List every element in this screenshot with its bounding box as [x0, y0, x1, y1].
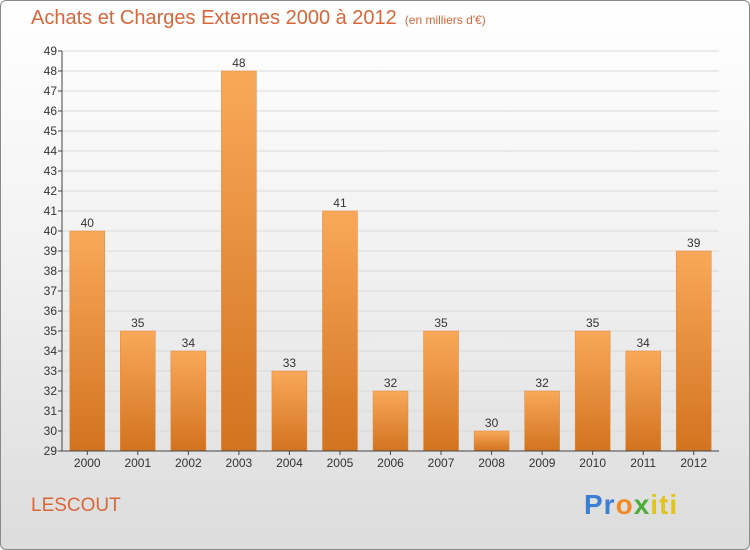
x-tick-label: 2008	[478, 456, 505, 470]
y-tick-label: 33	[44, 364, 58, 378]
x-tick-label: 2012	[680, 456, 707, 470]
x-tick-label: 2003	[226, 456, 253, 470]
y-tick-label: 41	[44, 204, 58, 218]
proxiti-logo: Proxiti	[584, 489, 678, 521]
bar-2010	[574, 330, 611, 452]
x-tick-label: 2000	[74, 456, 101, 470]
x-tick-label: 2004	[276, 456, 303, 470]
bar-2008	[473, 430, 510, 452]
bar-2009	[524, 390, 560, 452]
chart-subtitle: (en milliers d'€)	[404, 13, 486, 27]
bar-2012	[675, 250, 712, 452]
y-tick-label: 30	[44, 424, 58, 438]
y-tick-label: 42	[44, 184, 58, 198]
bar-value-label: 34	[637, 336, 651, 350]
bar-2004	[271, 370, 308, 452]
y-tick-label: 43	[44, 164, 58, 178]
x-tick-label: 2011	[630, 456, 656, 470]
logo-part-2: o	[615, 489, 634, 520]
bar-value-label: 41	[333, 196, 347, 210]
bar-value-label: 32	[384, 376, 398, 390]
x-tick-label: 2001	[124, 456, 151, 470]
y-tick-label: 39	[44, 244, 58, 258]
bar-value-label: 35	[434, 316, 448, 330]
x-tick-label: 2010	[579, 456, 606, 470]
logo-part-1: Pr	[584, 489, 616, 520]
bar-value-label: 39	[687, 236, 701, 250]
bar-2003	[221, 70, 257, 452]
bar-value-label: 30	[485, 416, 499, 430]
town-name: LESCOUT	[31, 495, 121, 516]
y-tick-label: 37	[44, 284, 58, 298]
bar-2002	[170, 350, 207, 452]
y-tick-label: 36	[44, 304, 58, 318]
bar-2001	[120, 330, 156, 452]
bar-value-label: 32	[535, 376, 549, 390]
x-tick-label: 2002	[175, 456, 202, 470]
bar-value-label: 35	[131, 316, 145, 330]
y-tick-label: 31	[44, 404, 58, 418]
bar-2000	[69, 230, 106, 452]
bar-2006	[372, 390, 409, 452]
bar-value-label: 33	[283, 356, 297, 370]
y-tick-label: 48	[44, 64, 58, 78]
y-tick-label: 46	[44, 104, 58, 118]
bar-2007	[423, 330, 459, 452]
logo-part-4: iti	[650, 489, 679, 520]
y-tick-label: 47	[44, 84, 58, 98]
logo-part-3: x	[633, 489, 651, 520]
x-tick-label: 2005	[327, 456, 354, 470]
bar-2011	[625, 350, 661, 452]
x-tick-label: 2007	[428, 456, 455, 470]
y-tick-label: 38	[44, 264, 58, 278]
y-tick-label: 45	[44, 124, 58, 138]
bars: 40 35 34 48 33 41 32 35 30 32 35 34 39	[69, 56, 712, 452]
x-tick-label: 2009	[529, 456, 556, 470]
y-tick-label: 29	[44, 444, 58, 458]
y-tick-label: 44	[44, 144, 58, 158]
chart-title-text: Achats et Charges Externes 2000 à 2012	[31, 7, 397, 29]
bar-value-label: 48	[232, 56, 246, 70]
y-tick-label: 34	[44, 344, 58, 358]
y-tick-label: 32	[44, 384, 58, 398]
y-tick-label: 35	[44, 324, 58, 338]
axes: 29 30 31 32 33 34 35 36 37 38 39 40 41 42 43 44 45 46 47 48…	[44, 44, 719, 470]
chart-title: Achats et Charges Externes 2000 à 2012 (e…	[31, 7, 486, 30]
x-tick-label: 2006	[377, 456, 404, 470]
bar-value-label: 35	[586, 316, 600, 330]
bar-value-label: 40	[81, 216, 95, 230]
bar-value-label: 34	[182, 336, 196, 350]
y-tick-label: 40	[44, 224, 58, 238]
bar-2005	[322, 210, 358, 452]
y-tick-label: 49	[44, 44, 58, 58]
